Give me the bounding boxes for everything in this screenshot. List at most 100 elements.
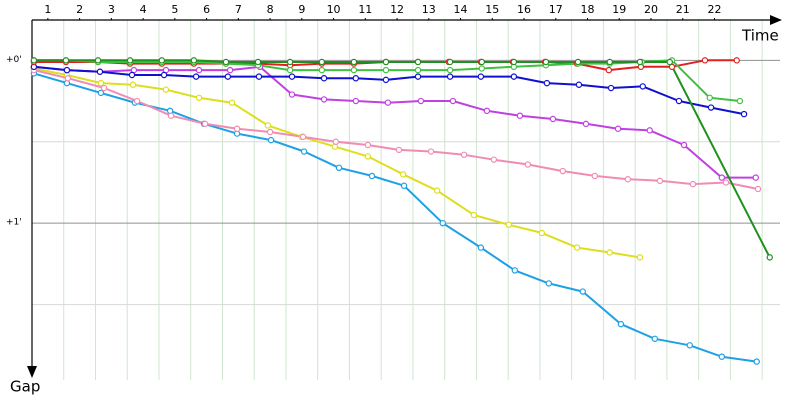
data-point xyxy=(226,66,234,74)
data-point xyxy=(222,58,230,66)
data-point xyxy=(382,76,390,84)
data-point xyxy=(511,267,519,274)
data-point xyxy=(478,58,486,66)
data-point xyxy=(414,73,422,80)
data-point xyxy=(201,120,209,128)
data-point xyxy=(740,110,748,118)
data-point xyxy=(510,73,518,80)
data-point xyxy=(264,122,272,129)
data-point xyxy=(680,141,688,149)
x-tick-label: 15 xyxy=(485,3,499,16)
x-tick-label: 19 xyxy=(612,3,626,16)
data-point xyxy=(97,79,105,87)
data-point xyxy=(624,176,632,183)
x-tick-label: 7 xyxy=(235,3,242,16)
data-point xyxy=(636,58,644,66)
x-tick-label: 3 xyxy=(108,3,115,16)
data-point xyxy=(477,244,485,251)
x-axis-arrow xyxy=(770,15,782,25)
data-point xyxy=(30,57,38,64)
x-axis-title: Time xyxy=(741,27,779,45)
data-point xyxy=(651,335,659,342)
data-point xyxy=(414,66,422,74)
data-point xyxy=(364,153,372,160)
data-point xyxy=(646,127,653,134)
data-point xyxy=(477,73,485,80)
data-point xyxy=(266,128,274,136)
x-tick-label: 11 xyxy=(358,3,372,16)
series-line xyxy=(33,59,771,258)
data-point xyxy=(320,96,328,103)
data-point xyxy=(490,156,498,163)
data-point xyxy=(133,97,141,105)
data-point xyxy=(190,57,198,64)
data-point xyxy=(722,179,730,186)
data-point xyxy=(399,171,407,178)
data-point xyxy=(350,58,358,66)
x-tick-label: 9 xyxy=(298,3,305,16)
data-point xyxy=(320,75,328,82)
data-point xyxy=(579,288,586,295)
data-point xyxy=(384,99,392,106)
data-point xyxy=(160,71,168,79)
data-point xyxy=(542,58,550,66)
data-point xyxy=(470,211,478,219)
data-point xyxy=(666,58,673,66)
data-point xyxy=(286,66,294,74)
data-point xyxy=(614,125,622,132)
x-tick-label: 13 xyxy=(422,3,436,16)
data-point xyxy=(224,73,232,80)
data-point xyxy=(299,133,307,141)
data-point xyxy=(446,73,454,80)
data-point xyxy=(64,75,72,82)
data-point xyxy=(255,73,263,80)
data-point xyxy=(538,229,546,237)
data-point xyxy=(162,86,170,93)
data-point xyxy=(126,57,134,64)
data-point xyxy=(446,58,454,66)
series-line xyxy=(33,72,757,363)
data-point xyxy=(335,164,343,172)
data-point xyxy=(427,148,435,155)
grid xyxy=(32,20,780,380)
data-point xyxy=(350,66,358,74)
data-point xyxy=(510,58,518,66)
data-point xyxy=(707,104,715,111)
data-point xyxy=(545,280,553,287)
x-tick-label: 2 xyxy=(76,3,83,16)
x-tick-label: 21 xyxy=(676,3,690,16)
data-point xyxy=(582,120,590,128)
x-tick-label: 12 xyxy=(390,3,404,16)
data-point xyxy=(97,89,105,97)
data-point xyxy=(754,185,762,193)
x-tick-label: 22 xyxy=(708,3,722,16)
data-point xyxy=(549,115,557,123)
data-point xyxy=(701,57,709,64)
data-point xyxy=(675,97,683,105)
data-point xyxy=(483,107,491,115)
x-tick-label: 8 xyxy=(267,3,274,16)
data-point xyxy=(606,249,613,256)
data-point xyxy=(128,71,136,79)
data-point xyxy=(706,94,713,101)
data-point xyxy=(233,125,241,132)
data-point xyxy=(318,58,326,66)
data-point xyxy=(267,136,275,144)
data-point xyxy=(736,97,744,105)
data-point xyxy=(591,172,599,180)
data-point xyxy=(639,83,646,90)
y-tick-label: +1' xyxy=(6,218,22,228)
data-point xyxy=(686,342,693,349)
data-point xyxy=(439,219,446,227)
data-point xyxy=(352,97,359,105)
data-point xyxy=(574,58,582,66)
data-point xyxy=(433,187,441,194)
data-point xyxy=(414,58,422,66)
x-tick-label: 6 xyxy=(203,3,210,16)
data-point xyxy=(573,244,581,251)
data-point xyxy=(195,66,203,74)
data-point xyxy=(395,146,403,154)
data-point xyxy=(607,84,615,92)
data-point xyxy=(318,66,326,74)
data-point xyxy=(505,221,513,228)
